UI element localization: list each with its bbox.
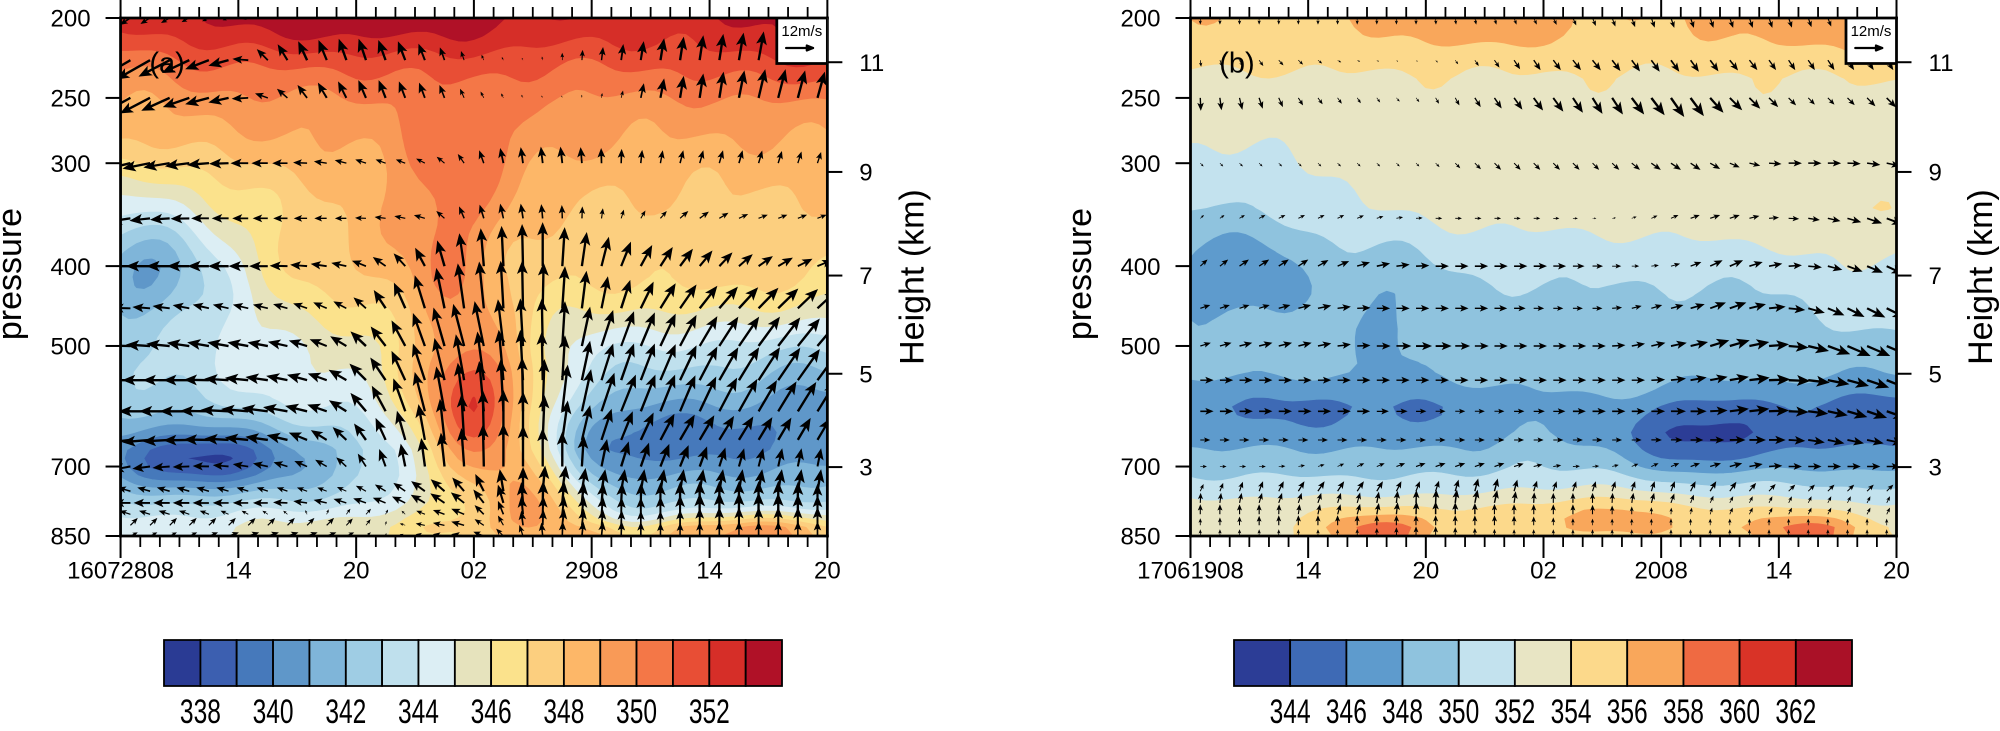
svg-text:348: 348 [543, 693, 584, 726]
svg-text:340: 340 [253, 693, 294, 726]
svg-text:7: 7 [1929, 263, 1942, 290]
svg-text:16072808: 16072808 [67, 557, 174, 584]
svg-text:(a): (a) [149, 48, 184, 80]
svg-text:Height (km): Height (km) [1962, 189, 2000, 365]
svg-text:346: 346 [471, 693, 512, 726]
svg-text:20: 20 [1412, 557, 1439, 584]
svg-text:354: 354 [1551, 693, 1592, 726]
svg-text:200: 200 [51, 6, 91, 33]
svg-text:360: 360 [1719, 693, 1760, 726]
svg-text:11: 11 [1929, 50, 1954, 77]
svg-text:352: 352 [689, 693, 730, 726]
svg-text:pressure: pressure [0, 208, 29, 340]
svg-text:(b): (b) [1219, 48, 1254, 80]
svg-text:3: 3 [859, 455, 872, 482]
svg-text:14: 14 [696, 557, 723, 584]
svg-text:20: 20 [814, 557, 841, 584]
svg-text:300: 300 [1120, 151, 1160, 178]
svg-text:pressure: pressure [1061, 208, 1099, 340]
svg-text:356: 356 [1607, 693, 1648, 726]
svg-text:250: 250 [51, 86, 91, 113]
svg-text:20: 20 [343, 557, 370, 584]
svg-text:500: 500 [51, 334, 91, 361]
svg-text:350: 350 [616, 693, 657, 726]
svg-text:7: 7 [859, 263, 872, 290]
svg-text:14: 14 [225, 557, 252, 584]
svg-text:5: 5 [859, 361, 872, 388]
svg-text:344: 344 [398, 693, 439, 726]
svg-text:11: 11 [859, 50, 884, 77]
svg-text:200: 200 [1120, 6, 1160, 33]
svg-text:5: 5 [1929, 361, 1942, 388]
svg-text:9: 9 [859, 160, 872, 187]
svg-text:400: 400 [1120, 254, 1160, 281]
svg-text:Height (km): Height (km) [894, 189, 932, 365]
svg-text:250: 250 [1120, 86, 1160, 113]
svg-text:350: 350 [1438, 693, 1479, 726]
svg-text:362: 362 [1775, 693, 1816, 726]
svg-text:400: 400 [51, 254, 91, 281]
svg-text:14: 14 [1295, 557, 1322, 584]
svg-text:850: 850 [1120, 524, 1160, 551]
svg-text:20: 20 [1883, 557, 1910, 584]
svg-text:850: 850 [51, 524, 91, 551]
svg-text:17061908: 17061908 [1137, 557, 1244, 584]
svg-text:02: 02 [1530, 557, 1557, 584]
svg-text:358: 358 [1663, 693, 1704, 726]
svg-text:344: 344 [1270, 693, 1311, 726]
svg-text:348: 348 [1382, 693, 1423, 726]
svg-text:14: 14 [1765, 557, 1792, 584]
svg-text:02: 02 [461, 557, 488, 584]
svg-text:300: 300 [51, 151, 91, 178]
svg-text:500: 500 [1120, 334, 1160, 361]
svg-text:2908: 2908 [565, 557, 618, 584]
svg-text:352: 352 [1494, 693, 1535, 726]
svg-text:12m/s: 12m/s [781, 23, 822, 40]
svg-text:342: 342 [325, 693, 366, 726]
svg-text:338: 338 [180, 693, 221, 726]
svg-text:3: 3 [1929, 455, 1942, 482]
svg-text:12m/s: 12m/s [1851, 23, 1892, 40]
svg-text:700: 700 [51, 454, 91, 481]
svg-text:9: 9 [1929, 160, 1942, 187]
svg-text:700: 700 [1120, 454, 1160, 481]
svg-text:2008: 2008 [1634, 557, 1687, 584]
svg-text:346: 346 [1326, 693, 1367, 726]
